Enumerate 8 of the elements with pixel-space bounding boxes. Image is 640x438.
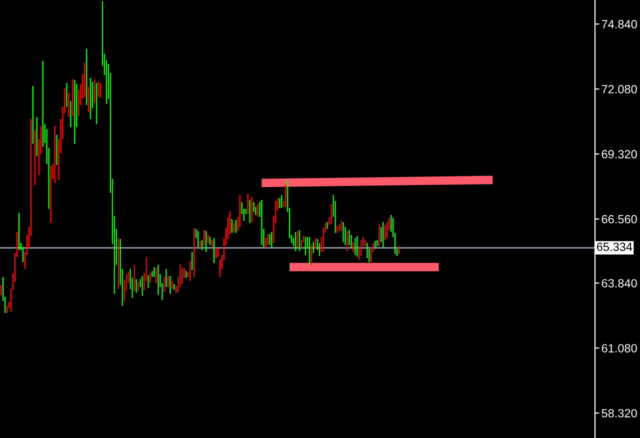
ref-line-label: 65.334 [596, 242, 632, 252]
y-tick-label: 61.080 [602, 344, 637, 352]
y-tick-label: 69.320 [602, 150, 637, 158]
y-tick-label: 58.320 [602, 409, 637, 418]
y-tick-label: 63.840 [602, 279, 637, 288]
y-tick-label: 72.080 [602, 85, 637, 94]
y-tick-label: 74.840 [602, 20, 637, 28]
y-tick-label: 66.560 [602, 215, 637, 224]
